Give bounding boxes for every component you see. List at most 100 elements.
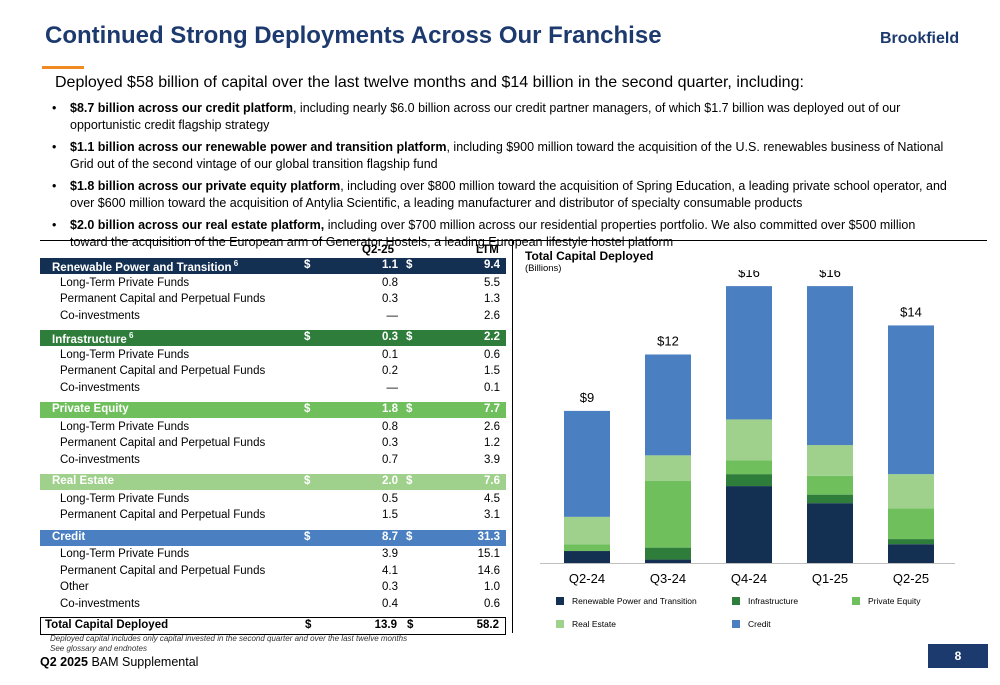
column-divider [512,240,513,633]
page-number: 8 [928,644,988,668]
row-label: Other [60,581,89,593]
row-label: Co-investments [60,597,140,610]
row-ltm-value: 5.5 [484,276,500,289]
group-q2-value: 1.1 [382,259,398,271]
row-q2-value: 4.1 [382,564,398,577]
row-label: Long-Term Private Funds [60,420,190,433]
group-ltm-value: 2.2 [484,331,500,343]
endnote-ref: 6 [231,259,239,268]
x-tick-label: Q2-24 [569,571,605,586]
bullet-text: , including nearly $6.0 billion across o… [70,101,901,132]
row-ltm-value: 3.1 [484,509,500,521]
footnote: Deployed capital includes only capital i… [50,634,407,654]
bullet-bold: $1.8 billion across our private equity p… [70,179,341,193]
bullet-item: • $2.0 billion across our real estate pla… [52,218,916,249]
group-label: Infrastructure 6 [52,331,134,346]
row-q2-value: 0.3 [382,293,398,305]
row-label: Permanent Capital and Perpetual Funds [60,365,266,377]
chart-subtitle: (Billions) [525,263,562,274]
table-row: Co-investments 0.7 3.9 [40,453,506,469]
row-q2-value: — [386,309,399,322]
bar-total-label: $16 [738,270,760,280]
row-label: Co-investments [60,309,140,322]
row-label: Long-Term Private Funds [60,348,190,361]
table-row: Long-Term Private Funds 0.8 5.5 [40,276,506,292]
row-q2-value: 0.8 [382,276,398,289]
total-q2-value: 13.9 [374,619,397,631]
row-label: Long-Term Private Funds [60,548,190,560]
bar-segment-real-estate [888,474,934,509]
row-ltm-value: 2.6 [484,309,500,322]
legend-swatch [732,597,740,605]
stacked-bar-chart: $9 Q2-24 $12 Q3-24 $16 Q4-24 $16 Q1-25 $14 Q2-25 [540,270,955,586]
legend-label: Credit [748,619,771,629]
legend-label: Real Estate [572,619,616,629]
group-label: Credit [52,530,86,543]
bullet-item: • $1.8 billion across our private equity … [52,179,947,210]
row-q2-value: — [386,381,399,394]
row-q2-value: 0.5 [382,492,398,505]
row-label: Co-investments [60,453,140,466]
table-row: Long-Term Private Funds 0.8 2.6 [40,420,506,436]
row-label: Permanent Capital and Perpetual Funds [60,509,266,521]
footer-text: Q2 2025 BAM Supplemental [40,655,198,669]
group-q2-value: 0.3 [382,331,398,343]
row-label: Permanent Capital and Perpetual Funds [60,564,266,577]
group-ltm-value: 7.6 [484,475,500,487]
table-row: Permanent Capital and Perpetual Funds 0.3… [40,292,506,308]
row-q2-value: 1.5 [382,509,398,521]
legend-swatch [732,620,740,628]
currency-symbol: $ [304,259,311,271]
row-label: Co-investments [60,381,140,394]
currency-symbol: $ [406,403,413,415]
bar-total-label: $16 [819,270,841,280]
row-q2-value: 3.9 [382,548,398,560]
table-row: Long-Term Private Funds 0.5 4.5 [40,492,506,508]
table-row: Long-Term Private Funds 0.1 0.6 [40,348,506,364]
table-row: Co-investments — 0.1 [40,381,506,397]
bullet-text: , including $900 million toward the acqu… [70,140,944,171]
bar-segment-renewable-power-and-transition [645,559,691,563]
table-row: Permanent Capital and Perpetual Funds 0.3… [40,436,506,452]
bar-segment-renewable-power-and-transition [807,503,853,563]
row-ltm-value: 1.3 [484,293,500,305]
x-tick-label: Q3-24 [650,571,686,586]
row-ltm-value: 3.9 [484,453,500,466]
col-header-ltm: LTM [476,244,499,256]
row-ltm-value: 15.1 [477,548,500,560]
currency-symbol: $ [304,331,311,343]
chart-legend: Renewable Power and Transition Infrastruc… [556,596,956,636]
bar-total-label: $12 [657,333,679,348]
table-row: Permanent Capital and Perpetual Funds 0.2… [40,364,506,380]
legend-item: Private Equity [852,596,920,606]
bar-segment-real-estate [564,516,610,545]
row-q2-value: 0.2 [382,365,398,377]
group-label: Renewable Power and Transition 6 [52,259,239,274]
legend-item: Real Estate [556,619,616,629]
bar-segment-credit [564,410,610,517]
row-q2-value: 0.7 [382,453,398,466]
group-q2-value: 1.8 [382,403,398,415]
group-ltm-value: 9.4 [484,259,500,271]
table-group-header: Infrastructure 6 $0.3 $2.2 [40,330,506,346]
bar-segment-credit [807,286,853,446]
table-header: Q2-25 LTM [40,242,506,258]
bar-segment-private-equity [888,508,934,540]
bar-segment-private-equity [645,480,691,548]
legend-item: Renewable Power and Transition [556,596,697,606]
row-q2-value: 0.8 [382,420,398,433]
bullet-text: including over $700 million across our r… [70,218,916,249]
legend-swatch [852,597,860,605]
page-title: Continued Strong Deployments Across Our … [45,22,662,49]
currency-symbol: $ [406,331,413,343]
row-ltm-value: 0.6 [484,348,500,361]
group-ltm-value: 31.3 [477,530,500,543]
group-label: Private Equity [52,403,129,415]
bar-segment-credit [726,286,772,420]
section-divider [40,240,987,241]
row-ltm-value: 0.1 [484,381,500,394]
currency-symbol: $ [304,530,311,543]
title-accent-line [42,66,84,69]
footer-period: Q2 2025 [40,655,88,669]
row-ltm-value: 1.2 [484,437,500,449]
